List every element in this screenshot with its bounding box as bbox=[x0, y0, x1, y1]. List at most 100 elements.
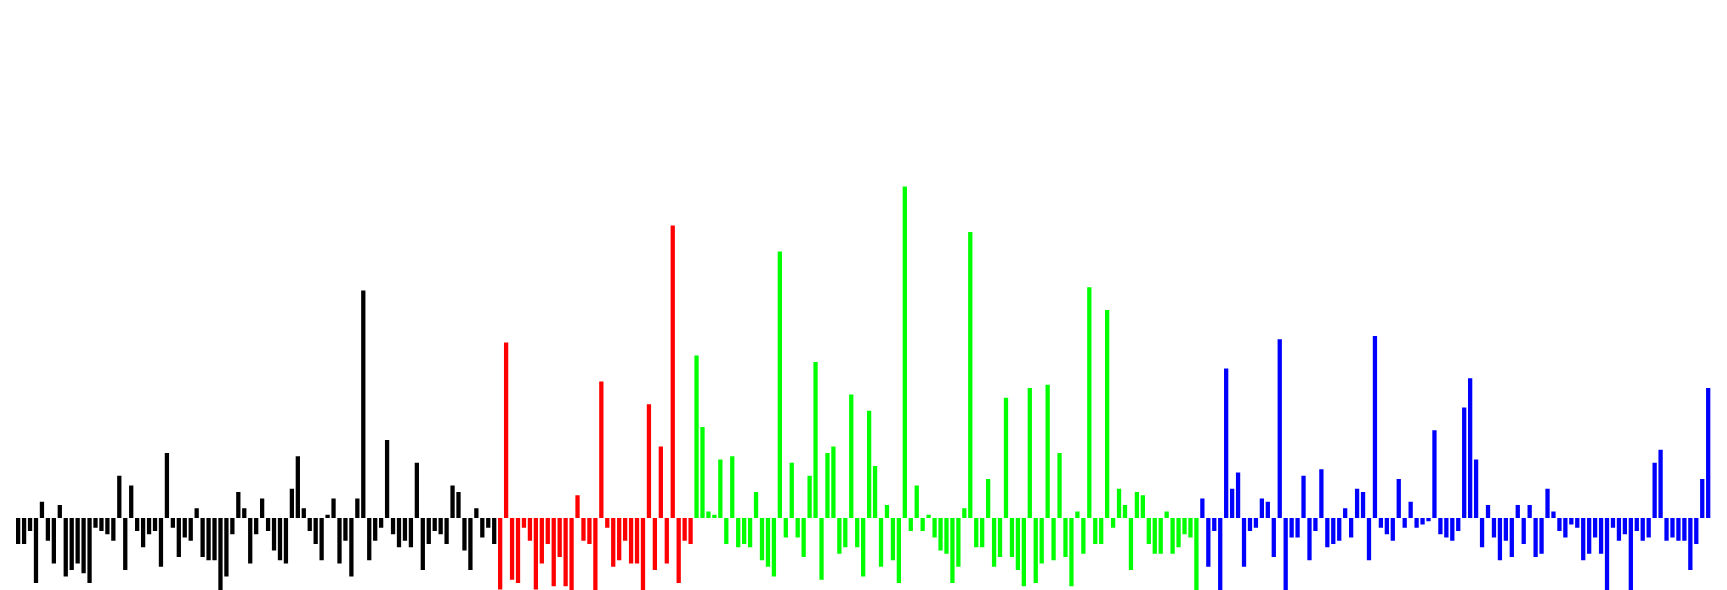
bar-series-1-52 bbox=[319, 518, 324, 561]
bar-series-3-80 bbox=[1164, 511, 1169, 518]
bar-series-2-15 bbox=[581, 518, 586, 541]
bar-series-3-4 bbox=[712, 514, 717, 518]
bar-series-4-48 bbox=[1479, 518, 1485, 548]
bar-series-1-44 bbox=[271, 518, 277, 551]
bar-series-1-26 bbox=[164, 453, 170, 518]
bar-series-3-1 bbox=[694, 355, 699, 518]
bar-series-4-51 bbox=[1497, 518, 1503, 561]
bar-series-2-25 bbox=[640, 518, 646, 590]
bar-series-3-60 bbox=[1045, 384, 1050, 518]
bar-series-4-17 bbox=[1295, 518, 1300, 538]
bar-series-3-63 bbox=[1063, 518, 1068, 557]
bar-series-1-19 bbox=[123, 518, 128, 570]
bar-series-3-13 bbox=[765, 518, 771, 567]
bar-series-1-5 bbox=[39, 501, 45, 518]
bar-series-2-24 bbox=[634, 518, 640, 564]
bar-series-2-4 bbox=[515, 518, 521, 583]
bar-series-4-29 bbox=[1366, 518, 1372, 561]
bar-series-1-14 bbox=[93, 518, 98, 528]
bar-series-3-21 bbox=[813, 362, 818, 518]
bar-series-4-80 bbox=[1670, 518, 1675, 538]
bar-series-1-34 bbox=[212, 518, 217, 561]
bar-series-3-59 bbox=[1039, 518, 1044, 564]
bar-series-4-13 bbox=[1271, 518, 1276, 557]
bar-series-4-18 bbox=[1301, 475, 1306, 518]
bar-series-4-26 bbox=[1349, 518, 1354, 538]
bar-series-4-64 bbox=[1575, 518, 1580, 528]
bar-series-1-1 bbox=[16, 518, 21, 544]
bar-series-1-45 bbox=[277, 518, 283, 561]
bar-series-4-69 bbox=[1604, 518, 1610, 590]
bar-series-1-77 bbox=[468, 518, 473, 570]
bar-series-3-20 bbox=[807, 475, 812, 518]
bar-series-3-5 bbox=[718, 459, 723, 518]
bar-series-1-78 bbox=[474, 508, 479, 518]
bar-series-3-6 bbox=[724, 518, 729, 544]
bar-series-1-53 bbox=[325, 514, 330, 518]
bar-series-3-16 bbox=[783, 518, 788, 538]
bar-series-3-85 bbox=[1194, 518, 1199, 590]
bar-series-3-27 bbox=[849, 394, 854, 518]
bar-series-4-6 bbox=[1229, 488, 1235, 518]
bar-series-2-8 bbox=[539, 518, 544, 564]
bar-series-4-30 bbox=[1372, 336, 1378, 518]
bar-series-1-51 bbox=[313, 518, 318, 544]
bar-series-2-3 bbox=[509, 518, 515, 580]
bar-series-1-47 bbox=[289, 488, 295, 518]
bar-series-4-16 bbox=[1289, 518, 1294, 538]
bar-series-4-50 bbox=[1491, 518, 1497, 538]
bar-series-3-9 bbox=[742, 518, 747, 544]
bar-series-3-43 bbox=[944, 518, 949, 554]
bar-series-3-76 bbox=[1140, 495, 1145, 518]
bar-series-2-5 bbox=[521, 518, 527, 528]
bar-series-4-60 bbox=[1551, 511, 1556, 518]
bar-series-4-47 bbox=[1473, 459, 1479, 518]
bar-series-4-44 bbox=[1456, 518, 1461, 531]
bar-series-4-32 bbox=[1384, 518, 1389, 535]
bar-series-1-46 bbox=[283, 518, 289, 564]
bar-series-4-42 bbox=[1444, 518, 1449, 538]
bar-series-1-55 bbox=[337, 518, 342, 564]
bar-series-2-11 bbox=[557, 518, 562, 557]
bar-series-1-29 bbox=[182, 518, 187, 538]
bar-series-2-2 bbox=[503, 342, 509, 518]
bar-series-1-64 bbox=[390, 518, 396, 535]
bar-series-4-35 bbox=[1402, 518, 1407, 528]
bar-series-4-56 bbox=[1527, 505, 1532, 518]
bar-series-4-21 bbox=[1319, 469, 1324, 518]
bar-series-1-71 bbox=[432, 518, 437, 531]
bar-series-1-73 bbox=[444, 518, 449, 544]
bar-series-4-83 bbox=[1688, 518, 1693, 570]
bar-series-3-14 bbox=[771, 518, 777, 577]
bar-series-1-10 bbox=[69, 518, 74, 570]
bar-series-1-24 bbox=[152, 518, 158, 531]
bar-series-2-23 bbox=[628, 518, 634, 564]
bar-series-3-22 bbox=[819, 518, 824, 580]
bar-series-4-49 bbox=[1485, 505, 1491, 518]
bar-series-1-70 bbox=[426, 518, 431, 544]
bar-series-3-61 bbox=[1051, 518, 1056, 561]
bar-series-3-69 bbox=[1099, 518, 1104, 544]
bar-series-1-56 bbox=[343, 518, 348, 541]
bar-series-4-12 bbox=[1265, 501, 1270, 518]
bar-series-3-37 bbox=[908, 518, 913, 531]
bar-series-1-42 bbox=[259, 498, 265, 518]
bar-series-4-2 bbox=[1206, 518, 1211, 567]
bar-series-4-11 bbox=[1259, 498, 1265, 518]
bar-series-3-12 bbox=[759, 518, 765, 561]
bar-series-1-58 bbox=[355, 498, 360, 518]
bar-series-1-76 bbox=[462, 518, 467, 551]
bar-series-3-73 bbox=[1122, 505, 1128, 518]
bar-series-2-31 bbox=[676, 518, 681, 583]
bar-series-3-36 bbox=[902, 186, 907, 518]
bar-series-1-63 bbox=[384, 440, 390, 518]
bar-series-3-11 bbox=[753, 492, 759, 518]
bar-series-3-52 bbox=[997, 518, 1003, 557]
bar-series-1-43 bbox=[265, 518, 271, 531]
bar-series-3-78 bbox=[1152, 518, 1157, 554]
bar-series-4-20 bbox=[1313, 518, 1318, 531]
bar-series-2-14 bbox=[575, 495, 580, 518]
bar-series-1-54 bbox=[331, 498, 336, 518]
bar-series-4-70 bbox=[1610, 518, 1616, 528]
bar-series-4-73 bbox=[1628, 518, 1633, 590]
